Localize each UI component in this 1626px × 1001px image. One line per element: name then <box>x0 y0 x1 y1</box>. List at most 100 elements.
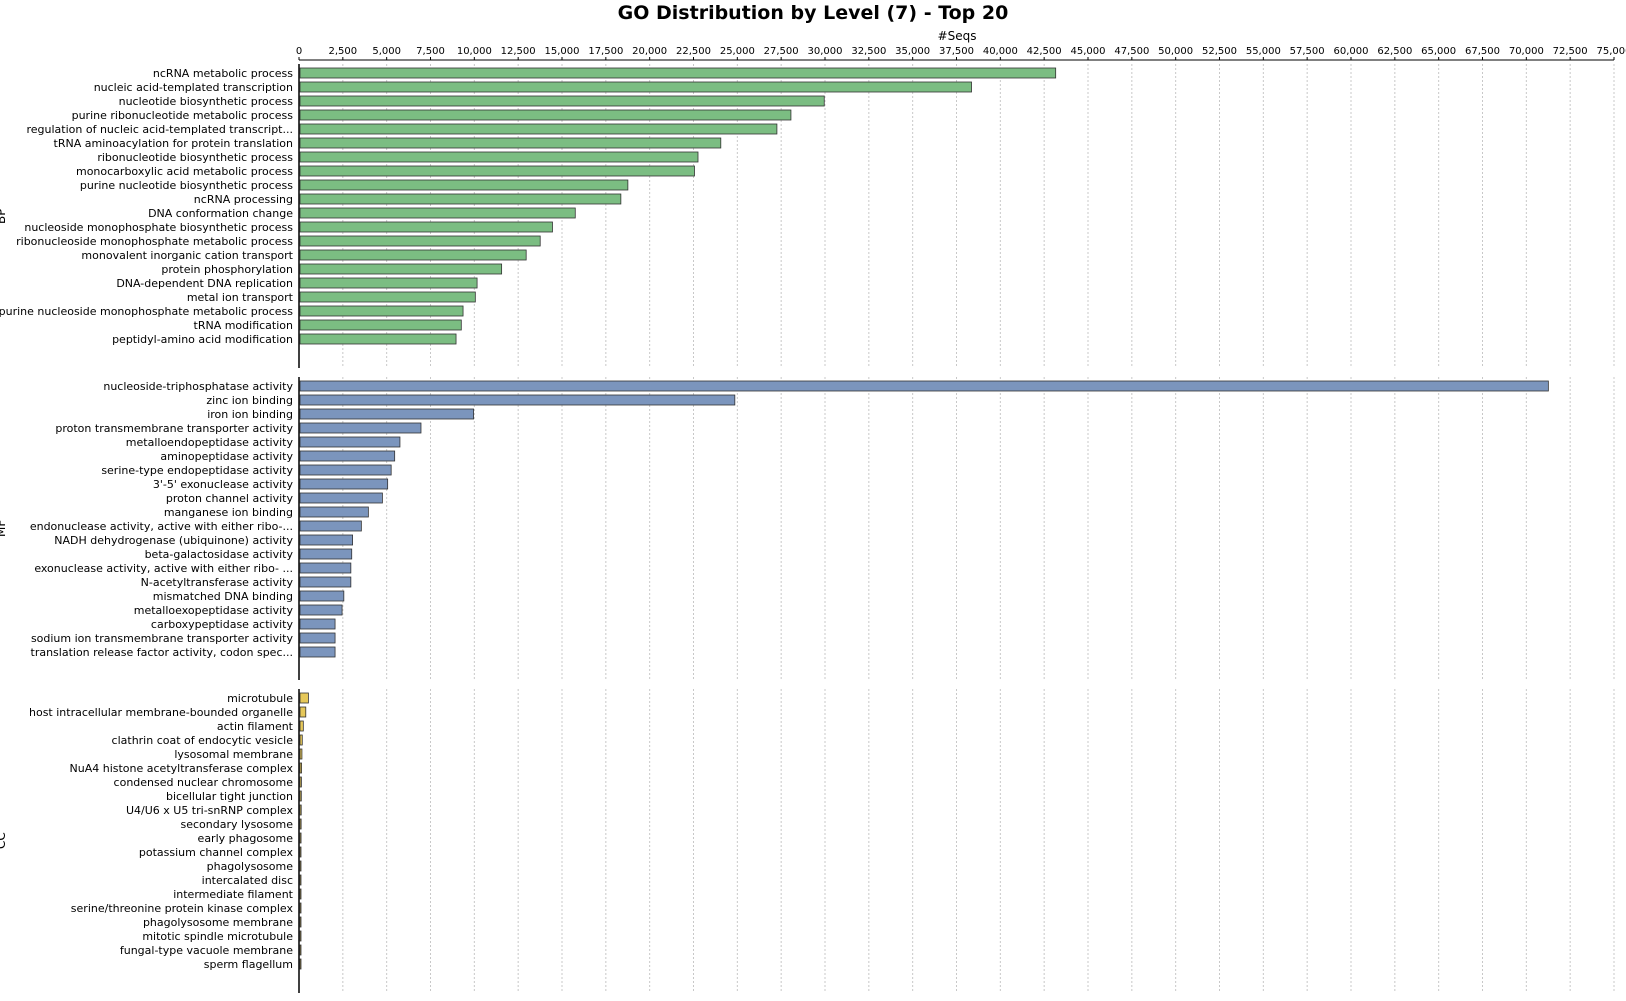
category-label: proton transmembrane transporter activit… <box>55 422 293 435</box>
bar <box>299 380 1549 392</box>
bar <box>299 888 302 900</box>
x-tick-label: 15,000 <box>545 46 580 57</box>
category-label: bicellular tight junction <box>166 790 293 803</box>
bar <box>299 846 302 858</box>
bar <box>299 692 309 704</box>
bar <box>299 319 462 331</box>
bar <box>299 944 302 956</box>
bar <box>299 734 303 746</box>
x-tick-label: 47,500 <box>1114 46 1149 57</box>
category-label: protein phosphorylation <box>161 263 293 276</box>
bar <box>299 277 478 289</box>
category-label: phagolysosome membrane <box>143 916 293 929</box>
category-label: potassium channel complex <box>139 846 294 859</box>
x-tick-label: 55,000 <box>1246 46 1281 57</box>
x-tick-label: 17,500 <box>588 46 623 57</box>
bar <box>299 123 778 135</box>
x-tick-label: 20,000 <box>632 46 667 57</box>
category-label: proton channel activity <box>166 492 294 505</box>
bar <box>299 534 353 546</box>
bar <box>299 193 622 205</box>
bar <box>299 179 629 191</box>
category-label: host intracellular membrane-bounded orga… <box>29 706 293 719</box>
bar <box>299 618 336 630</box>
bar <box>299 576 352 588</box>
bar <box>299 151 699 163</box>
category-label: nucleic acid-templated transcription <box>94 81 293 94</box>
category-label: beta-galactosidase activity <box>145 548 294 561</box>
category-label: mitotic spindle microtubule <box>142 930 293 943</box>
category-label: monocarboxylic acid metabolic process <box>76 165 293 178</box>
category-label: sperm flagellum <box>204 958 293 971</box>
bar <box>299 720 304 732</box>
category-label: clathrin coat of endocytic vesicle <box>112 734 294 747</box>
category-label: lysosomal membrane <box>174 748 293 761</box>
bar <box>299 464 392 476</box>
bar <box>299 804 302 816</box>
x-tick-label: 60,000 <box>1334 46 1369 57</box>
x-tick-label: 70,000 <box>1509 46 1544 57</box>
bar <box>299 590 345 602</box>
x-tick-label: 35,000 <box>895 46 930 57</box>
category-label: DNA-dependent DNA replication <box>116 277 293 290</box>
bar <box>299 450 396 462</box>
bar <box>299 333 457 345</box>
category-label: N-acetyltransferase activity <box>141 576 294 589</box>
bar <box>299 776 302 788</box>
x-tick-label: 45,000 <box>1071 46 1106 57</box>
x-tick-label: 12,500 <box>501 46 536 57</box>
x-tick-label: 65,000 <box>1421 46 1456 57</box>
bar <box>299 394 736 406</box>
category-label: serine/threonine protein kinase complex <box>71 902 294 915</box>
x-tick-label: 75,000 <box>1597 46 1626 57</box>
category-label: ribonucleotide biosynthetic process <box>97 151 293 164</box>
category-label: fungal-type vacuole membrane <box>120 944 293 957</box>
category-label: zinc ion binding <box>206 394 293 407</box>
x-tick-label: 32,500 <box>851 46 886 57</box>
bar <box>299 408 474 420</box>
chart-title: GO Distribution by Level (7) - Top 20 <box>617 2 1009 24</box>
x-tick-label: 30,000 <box>808 46 843 57</box>
bar <box>299 748 303 760</box>
x-tick-label: 5,000 <box>372 46 401 57</box>
bar <box>299 492 383 504</box>
category-label: manganese ion binding <box>164 506 293 519</box>
category-label: metalloendopeptidase activity <box>126 436 294 449</box>
bar <box>299 818 302 830</box>
category-label: ncRNA metabolic process <box>153 67 293 80</box>
x-tick-label: 7,500 <box>416 46 445 57</box>
bar <box>299 291 476 303</box>
x-tick-label: 37,500 <box>939 46 974 57</box>
category-label: secondary lysosome <box>181 818 294 831</box>
category-label: purine nucleotide biosynthetic process <box>80 179 293 192</box>
x-tick-label: 57,500 <box>1290 46 1325 57</box>
category-label: phagolysosome <box>207 860 294 873</box>
category-label: monovalent inorganic cation transport <box>81 249 293 262</box>
bar <box>299 109 792 121</box>
bar <box>299 548 353 560</box>
bar <box>299 916 302 928</box>
bar <box>299 235 541 247</box>
bar <box>299 604 343 616</box>
category-label: DNA conformation change <box>148 207 293 220</box>
category-label: endonuclease activity, active with eithe… <box>30 520 293 533</box>
category-label: metal ion transport <box>187 291 294 304</box>
category-label: tRNA modification <box>194 319 294 332</box>
category-label: intermediate filament <box>173 888 293 901</box>
x-tick-label: 27,500 <box>764 46 799 57</box>
category-label: nucleoside-triphosphatase activity <box>103 380 293 393</box>
x-tick-label: 52,500 <box>1202 46 1237 57</box>
bar <box>299 478 389 490</box>
category-label: purine nucleoside monophosphate metaboli… <box>0 305 293 318</box>
category-label: NADH dehydrogenase (ubiquinone) activity <box>54 534 293 547</box>
bar <box>299 81 972 93</box>
bar <box>299 562 352 574</box>
category-label: purine ribonucleotide metabolic process <box>72 109 294 122</box>
category-label: microtubule <box>227 692 293 705</box>
category-label: ncRNA processing <box>194 193 293 206</box>
x-tick-label: 25,000 <box>720 46 755 57</box>
bar <box>299 422 422 434</box>
x-axis-label: #Seqs <box>937 29 977 43</box>
category-label: peptidyl-amino acid modification <box>112 333 293 346</box>
